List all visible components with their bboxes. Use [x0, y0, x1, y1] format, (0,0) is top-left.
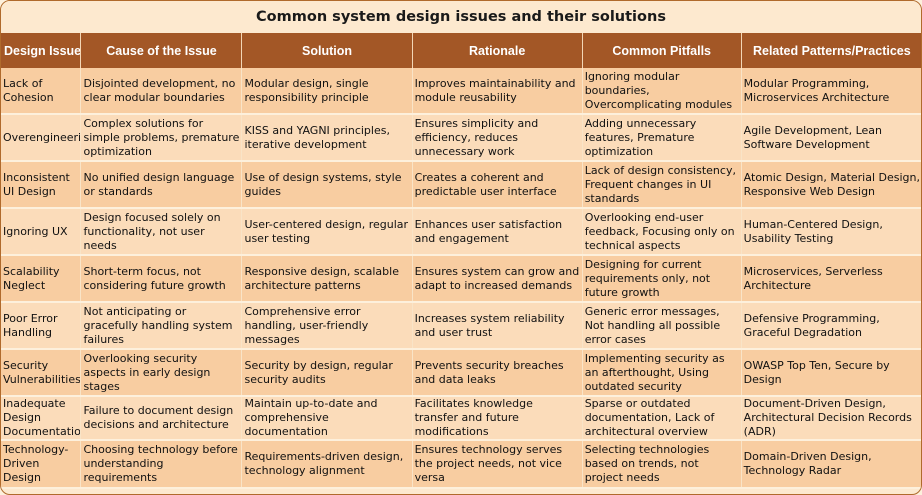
- header-row: Design Issue Cause of the Issue Solution…: [1, 33, 921, 68]
- header-solution: Solution: [241, 33, 413, 68]
- cell-design-issue: Security Vulnerabilities: [1, 349, 82, 397]
- table-row: Security Vulnerabilities Overlooking sec…: [1, 349, 921, 397]
- cell-pitfalls: Generic error messages, Not handling all…: [582, 302, 742, 350]
- cell-related-patterns: Human-Centered Design, Usability Testing: [741, 208, 921, 256]
- header-pitfalls: Common Pitfalls: [582, 33, 742, 68]
- cell-rationale: Increases system reliability and user tr…: [412, 302, 583, 350]
- header-related-patterns: Related Patterns/Practices: [741, 33, 921, 68]
- cell-design-issue: Ignoring UX: [1, 208, 82, 256]
- cell-related-patterns: Modular Programming, Microservices Archi…: [741, 68, 921, 115]
- cell-solution: User-centered design, regular user testi…: [241, 208, 413, 256]
- cell-solution: KISS and YAGNI principles, iterative dev…: [241, 114, 413, 162]
- cell-pitfalls: Adding unnecessary features, Premature o…: [582, 114, 742, 162]
- header-rationale: Rationale: [412, 33, 583, 68]
- cell-rationale: Enhances user satisfaction and engagemen…: [412, 208, 583, 256]
- cell-pitfalls: Ignoring modular boundaries, Overcomplic…: [582, 68, 742, 115]
- cell-pitfalls: Lack of design consistency, Frequent cha…: [582, 161, 742, 209]
- cell-related-patterns: Domain-Driven Design, Technology Radar: [741, 440, 921, 489]
- cell-cause: Not anticipating or gracefully handling …: [80, 302, 243, 350]
- table-row: Lack of Cohesion Disjointed development,…: [1, 68, 921, 115]
- table-row: Inconsistent UI Design No unified design…: [1, 161, 921, 209]
- cell-design-issue: Technology-Driven Design: [1, 440, 82, 489]
- cell-rationale: Ensures system can grow and adapt to inc…: [412, 255, 583, 303]
- cell-cause: Overlooking security aspects in early de…: [80, 349, 243, 397]
- cell-pitfalls: Selecting technologies based on trends, …: [582, 440, 742, 489]
- cell-rationale: Improves maintainability and module reus…: [412, 68, 583, 115]
- issues-table: Design Issue Cause of the Issue Solution…: [1, 33, 921, 489]
- cell-cause: Complex solutions for simple problems, p…: [80, 114, 243, 162]
- cell-related-patterns: Defensive Programming, Graceful Degradat…: [741, 302, 921, 350]
- table-row: Overengineering Complex solutions for si…: [1, 114, 921, 162]
- cell-cause: Choosing technology before understanding…: [80, 440, 243, 489]
- table-row: Inadequate Design Documentation Failure …: [1, 396, 921, 441]
- cell-design-issue: Lack of Cohesion: [1, 68, 82, 115]
- cell-rationale: Facilitates knowledge transfer and futur…: [412, 396, 583, 441]
- cell-pitfalls: Sparse or outdated documentation, Lack o…: [582, 396, 742, 441]
- header-cause: Cause of the Issue: [80, 33, 243, 68]
- cell-cause: Short-term focus, not considering future…: [80, 255, 243, 303]
- table-row: Scalability Neglect Short-term focus, no…: [1, 255, 921, 303]
- cell-pitfalls: Implementing security as an afterthought…: [582, 349, 742, 397]
- cell-rationale: Ensures technology serves the project ne…: [412, 440, 583, 489]
- cell-solution: Maintain up-to-date and comprehensive do…: [241, 396, 413, 441]
- cell-solution: Security by design, regular security aud…: [241, 349, 413, 397]
- table-title: Common system design issues and their so…: [1, 1, 921, 33]
- cell-cause: Disjointed development, no clear modular…: [80, 68, 243, 115]
- cell-design-issue: Overengineering: [1, 114, 82, 162]
- cell-cause: Design focused solely on functionality, …: [80, 208, 243, 256]
- cell-rationale: Prevents security breaches and data leak…: [412, 349, 583, 397]
- cell-cause: Failure to document design decisions and…: [80, 396, 243, 441]
- cell-solution: Responsive design, scalable architecture…: [241, 255, 413, 303]
- table-row: Ignoring UX Design focused solely on fun…: [1, 208, 921, 256]
- cell-related-patterns: OWASP Top Ten, Secure by Design: [741, 349, 921, 397]
- cell-related-patterns: Atomic Design, Material Design, Responsi…: [741, 161, 921, 209]
- table-row: Poor Error Handling Not anticipating or …: [1, 302, 921, 350]
- cell-design-issue: Inadequate Design Documentation: [1, 396, 82, 441]
- cell-rationale: Creates a coherent and predictable user …: [412, 161, 583, 209]
- cell-design-issue: Scalability Neglect: [1, 255, 82, 303]
- cell-design-issue: Inconsistent UI Design: [1, 161, 82, 209]
- table-row: Technology-Driven Design Choosing techno…: [1, 440, 921, 489]
- cell-solution: Comprehensive error handling, user-frien…: [241, 302, 413, 350]
- cell-design-issue: Poor Error Handling: [1, 302, 82, 350]
- cell-pitfalls: Designing for current requirements only,…: [582, 255, 742, 303]
- cell-pitfalls: Overlooking end-user feedback, Focusing …: [582, 208, 742, 256]
- cell-related-patterns: Microservices, Serverless Architecture: [741, 255, 921, 303]
- cell-solution: Requirements-driven design, technology a…: [241, 440, 413, 489]
- header-design-issue: Design Issue: [1, 33, 82, 68]
- cell-related-patterns: Agile Development, Lean Software Develop…: [741, 114, 921, 162]
- cell-cause: No unified design language or standards: [80, 161, 243, 209]
- cell-rationale: Ensures simplicity and efficiency, reduc…: [412, 114, 583, 162]
- cell-related-patterns: Document-Driven Design, Architectural De…: [741, 396, 921, 441]
- cell-solution: Modular design, single responsibility pr…: [241, 68, 413, 115]
- cell-solution: Use of design systems, style guides: [241, 161, 413, 209]
